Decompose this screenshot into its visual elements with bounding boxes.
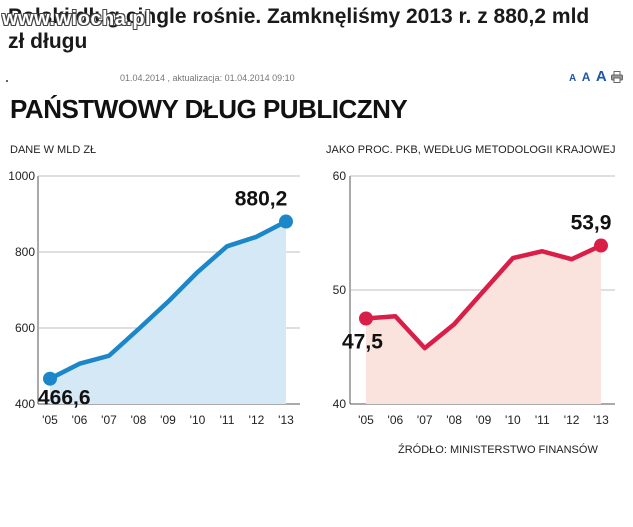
bullet-dot xyxy=(6,80,8,82)
y-tick-label: 400 xyxy=(15,397,35,411)
font-size-controls: A A A xyxy=(569,68,608,86)
watermark: www.wiocha.pl xyxy=(2,8,152,30)
x-tick-label: '09 xyxy=(160,413,176,427)
x-tick-label: '08 xyxy=(446,413,462,427)
area-fill xyxy=(50,221,286,404)
font-size-small-button[interactable]: A xyxy=(569,73,577,84)
debt-gdp-percent-chart: 40 50 60 47,5 53,9 '05 '06 '07 '08 '09 '10 '11 '12 '1… xyxy=(333,169,615,427)
x-tick-label: '06 xyxy=(388,413,404,427)
data-label-first: 47,5 xyxy=(342,331,383,354)
x-tick-label: '12 xyxy=(249,413,265,427)
font-size-medium-button[interactable]: A xyxy=(581,70,591,84)
source-note: ŹRÓDŁO: MINISTERSTWO FINANSÓW xyxy=(398,444,598,456)
data-point xyxy=(359,311,373,326)
x-tick-label: '05 xyxy=(42,413,58,427)
debt-billions-chart: 400 600 800 1000 466,6 880,2 '05 '06 '07 '08 '09 '1… xyxy=(8,169,300,427)
y-tick-label: 1000 xyxy=(8,169,35,183)
x-tick-label: '05 xyxy=(358,413,374,427)
x-tick-label: '13 xyxy=(278,413,294,427)
printer-icon[interactable] xyxy=(611,71,623,83)
x-tick-label: '06 xyxy=(72,413,88,427)
y-tick-label: 60 xyxy=(333,169,347,183)
data-label-last: 53,9 xyxy=(571,212,612,235)
data-point xyxy=(594,238,608,253)
x-tick-label: '12 xyxy=(564,413,580,427)
data-label-first: 466,6 xyxy=(38,387,91,410)
infographic-title: PAŃSTWOWY DŁUG PUBLICZNY xyxy=(10,94,408,124)
x-tick-label: '10 xyxy=(505,413,521,427)
x-tick-label: '10 xyxy=(190,413,206,427)
left-chart-subtitle: DANE W MLD ZŁ xyxy=(10,144,97,156)
article-headline: Polski dług cingle rośnie. Zamknęliśmy 2… xyxy=(8,5,590,53)
publication-dates: 01.04.2014 , aktualizacja: 01.04.2014 09… xyxy=(120,73,295,83)
x-tick-label: '07 xyxy=(101,413,117,427)
x-tick-label: '09 xyxy=(476,413,492,427)
y-tick-label: 800 xyxy=(15,245,35,259)
area-fill xyxy=(366,245,601,404)
font-size-large-button[interactable]: A xyxy=(595,68,607,85)
series-line xyxy=(47,219,289,381)
data-label-last: 880,2 xyxy=(235,188,288,211)
data-point xyxy=(43,371,57,386)
right-chart-subtitle: JAKO PROC. PKB, WEDŁUG METODOLOGII KRAJO… xyxy=(326,144,616,156)
x-tick-label: '08 xyxy=(131,413,147,427)
x-tick-label: '11 xyxy=(535,413,550,427)
y-tick-label: 600 xyxy=(15,321,35,335)
series-line xyxy=(363,243,604,351)
x-tick-label: '11 xyxy=(220,413,235,427)
y-tick-label: 50 xyxy=(333,283,347,297)
y-tick-label: 40 xyxy=(333,397,347,411)
x-tick-label: '07 xyxy=(417,413,433,427)
x-tick-label: '13 xyxy=(593,413,609,427)
data-point xyxy=(279,214,293,229)
